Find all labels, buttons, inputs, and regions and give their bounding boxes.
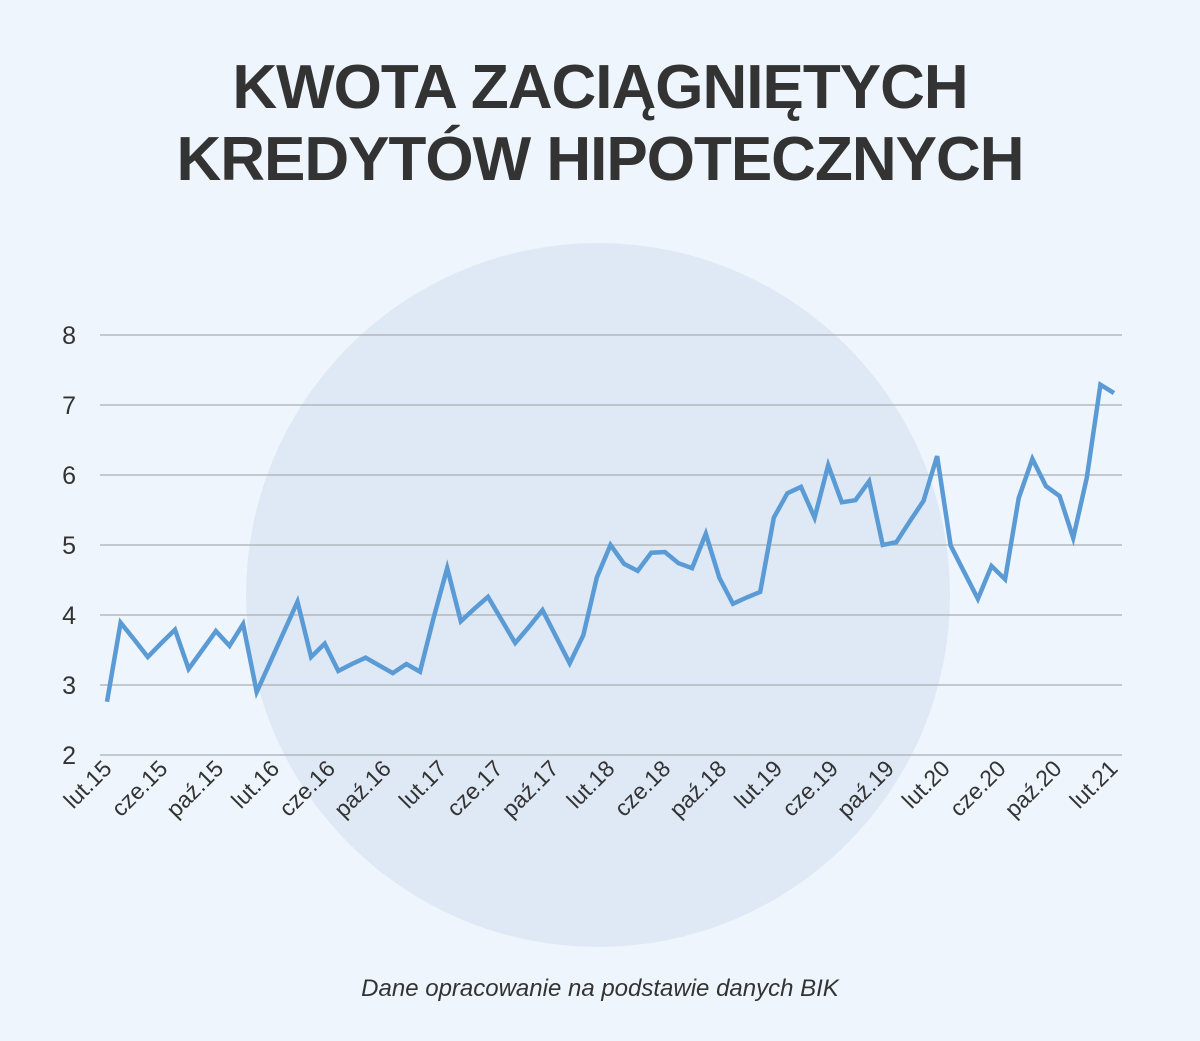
y-tick-label: 3 <box>62 672 76 700</box>
y-tick-label: 4 <box>62 602 76 630</box>
title-line-1: KWOTA ZACIĄGNIĘTYCH <box>232 53 968 122</box>
y-tick-label: 8 <box>62 322 76 350</box>
x-tick-label: lut.21 <box>1064 755 1122 813</box>
source-note: Dane opracowanie na podstawie danych BIK <box>361 975 839 1002</box>
y-tick-label: 2 <box>62 742 76 770</box>
x-tick-label: cze.20 <box>944 755 1010 821</box>
y-tick-label: 7 <box>62 392 76 420</box>
x-tick-label: paź.20 <box>999 755 1066 822</box>
y-tick-label: 6 <box>62 462 76 490</box>
x-tick-label: paź.15 <box>161 755 228 822</box>
chart-title: KWOTA ZACIĄGNIĘTYCH KREDYTÓW HIPOTECZNYC… <box>0 52 1200 196</box>
series-line <box>104 380 1116 703</box>
background-circle <box>246 243 950 947</box>
x-tick-label: cze.15 <box>106 755 172 821</box>
title-line-2: KREDYTÓW HIPOTECZNYCH <box>176 125 1025 194</box>
y-tick-label: 5 <box>62 532 76 560</box>
